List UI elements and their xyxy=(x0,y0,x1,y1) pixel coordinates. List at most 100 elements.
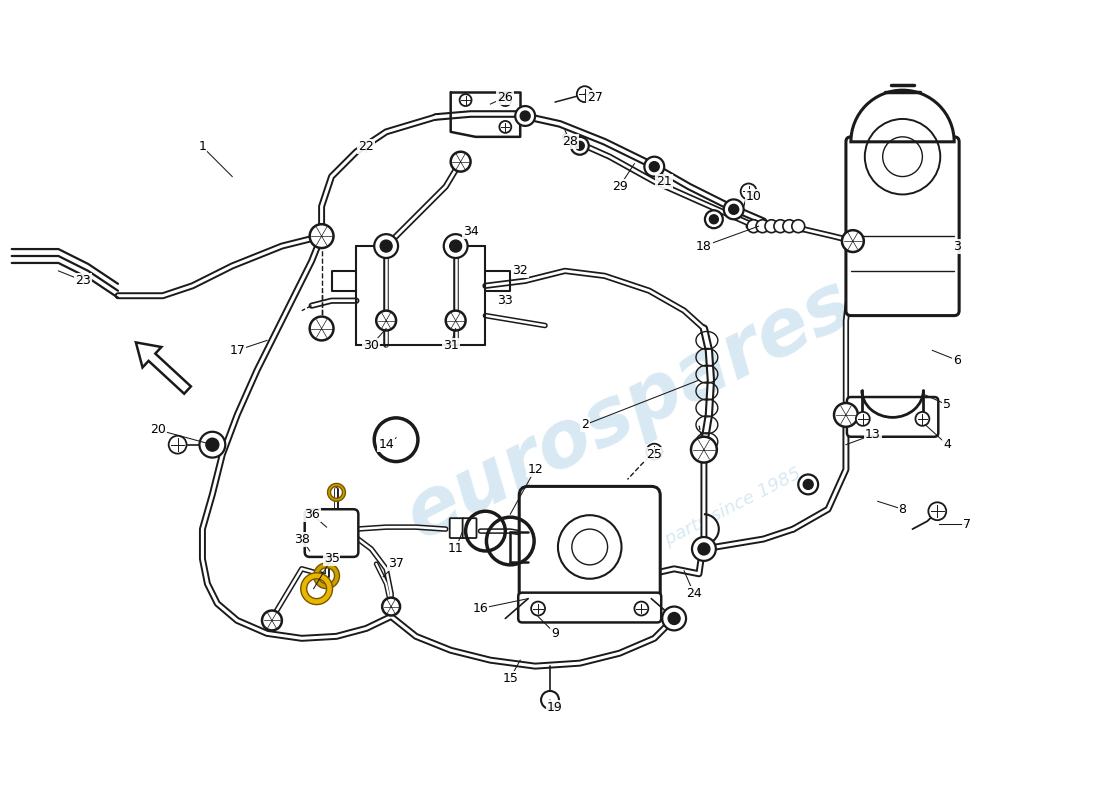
Circle shape xyxy=(446,310,465,330)
Circle shape xyxy=(764,220,778,233)
Text: 30: 30 xyxy=(363,339,379,352)
Circle shape xyxy=(698,543,710,555)
Circle shape xyxy=(520,111,530,121)
Circle shape xyxy=(374,234,398,258)
Text: 17: 17 xyxy=(229,344,245,357)
Text: 24: 24 xyxy=(686,587,702,600)
Circle shape xyxy=(649,162,659,171)
Text: 36: 36 xyxy=(304,508,319,521)
Text: 11: 11 xyxy=(448,542,463,555)
Text: 18: 18 xyxy=(696,239,712,253)
Text: 15: 15 xyxy=(503,671,518,685)
Text: 4: 4 xyxy=(944,438,952,451)
Circle shape xyxy=(571,137,588,154)
Text: 6: 6 xyxy=(954,354,961,366)
Text: 1: 1 xyxy=(198,140,207,154)
Circle shape xyxy=(168,436,187,454)
Circle shape xyxy=(645,157,664,177)
Text: 19: 19 xyxy=(547,702,563,714)
Circle shape xyxy=(774,220,786,233)
Text: 5: 5 xyxy=(943,398,951,411)
Text: 20: 20 xyxy=(150,423,166,436)
Text: 37: 37 xyxy=(388,558,404,570)
Text: 22: 22 xyxy=(359,140,374,154)
Circle shape xyxy=(515,106,535,126)
Text: 16: 16 xyxy=(473,602,488,615)
Circle shape xyxy=(783,220,795,233)
Circle shape xyxy=(662,606,686,630)
Circle shape xyxy=(928,502,946,520)
Text: 29: 29 xyxy=(612,180,627,193)
Text: 38: 38 xyxy=(294,533,310,546)
Wedge shape xyxy=(300,573,332,605)
Text: 31: 31 xyxy=(443,339,459,352)
FancyBboxPatch shape xyxy=(519,486,660,607)
Text: 27: 27 xyxy=(586,90,603,104)
Circle shape xyxy=(499,94,512,106)
Circle shape xyxy=(460,94,472,106)
Circle shape xyxy=(724,199,744,219)
Text: 8: 8 xyxy=(899,502,906,516)
Circle shape xyxy=(451,152,471,171)
FancyBboxPatch shape xyxy=(450,518,463,538)
FancyBboxPatch shape xyxy=(846,137,959,315)
Text: 34: 34 xyxy=(463,225,478,238)
Circle shape xyxy=(799,474,818,494)
Circle shape xyxy=(834,403,858,427)
Wedge shape xyxy=(328,483,345,502)
Circle shape xyxy=(710,214,718,224)
Circle shape xyxy=(499,121,512,133)
Circle shape xyxy=(450,240,462,252)
Circle shape xyxy=(310,224,333,248)
Text: 33: 33 xyxy=(497,294,514,307)
Text: 12: 12 xyxy=(527,463,543,476)
Text: 25: 25 xyxy=(647,448,662,461)
Circle shape xyxy=(647,444,662,459)
Text: 3: 3 xyxy=(954,239,961,253)
Text: eurospares: eurospares xyxy=(393,265,866,555)
Circle shape xyxy=(691,437,717,462)
Circle shape xyxy=(842,230,864,252)
Text: 13: 13 xyxy=(865,428,881,442)
FancyBboxPatch shape xyxy=(463,518,476,538)
Circle shape xyxy=(575,142,584,150)
Circle shape xyxy=(262,610,282,630)
Circle shape xyxy=(915,412,930,426)
FancyBboxPatch shape xyxy=(305,510,359,557)
Circle shape xyxy=(792,220,805,233)
Circle shape xyxy=(576,86,593,102)
Wedge shape xyxy=(314,563,340,589)
Text: 7: 7 xyxy=(964,518,971,530)
Text: 21: 21 xyxy=(657,175,672,188)
Text: a passion for parts since 1985: a passion for parts since 1985 xyxy=(554,464,804,604)
Circle shape xyxy=(856,412,870,426)
FancyBboxPatch shape xyxy=(847,397,938,437)
Text: 28: 28 xyxy=(562,135,578,148)
FancyBboxPatch shape xyxy=(518,593,661,622)
Text: 2: 2 xyxy=(581,418,589,431)
Circle shape xyxy=(692,537,716,561)
Circle shape xyxy=(310,317,333,341)
Circle shape xyxy=(376,310,396,330)
Circle shape xyxy=(668,613,680,625)
Circle shape xyxy=(635,602,648,615)
Circle shape xyxy=(199,432,226,458)
Text: 35: 35 xyxy=(323,552,340,566)
Circle shape xyxy=(531,602,544,615)
Circle shape xyxy=(740,183,757,199)
Wedge shape xyxy=(851,90,954,142)
Circle shape xyxy=(541,691,559,709)
Text: 23: 23 xyxy=(76,274,91,287)
Circle shape xyxy=(206,438,219,451)
Circle shape xyxy=(747,220,760,233)
Circle shape xyxy=(443,234,468,258)
Text: 10: 10 xyxy=(746,190,761,203)
Circle shape xyxy=(756,220,769,233)
Text: 32: 32 xyxy=(513,265,528,278)
Text: 9: 9 xyxy=(551,627,559,640)
Circle shape xyxy=(728,204,739,214)
Circle shape xyxy=(803,479,813,490)
Text: 14: 14 xyxy=(378,438,394,451)
Circle shape xyxy=(705,210,723,228)
Text: 26: 26 xyxy=(497,90,514,104)
